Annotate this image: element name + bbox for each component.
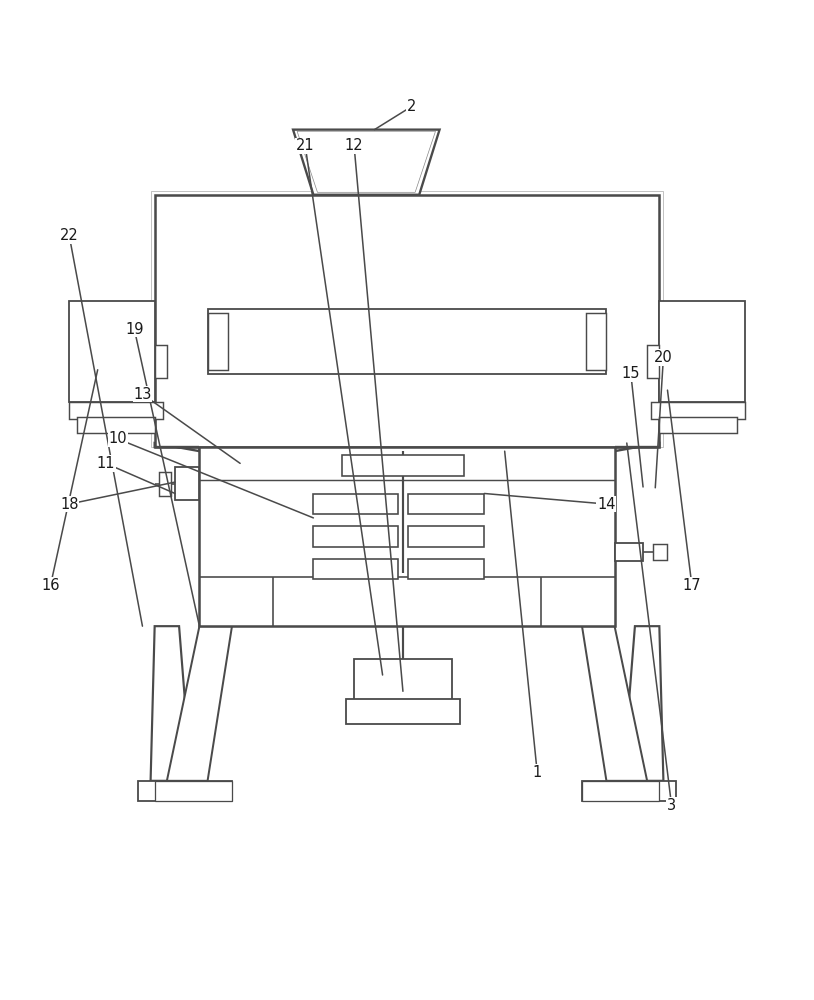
FancyBboxPatch shape [208, 309, 606, 374]
FancyBboxPatch shape [69, 301, 155, 402]
Text: 10: 10 [109, 431, 127, 446]
Text: 19: 19 [125, 322, 143, 337]
FancyBboxPatch shape [582, 781, 676, 801]
Text: 1: 1 [532, 765, 542, 780]
Text: 18: 18 [60, 497, 78, 512]
Text: 21: 21 [296, 138, 314, 153]
FancyBboxPatch shape [346, 699, 460, 724]
FancyBboxPatch shape [208, 313, 228, 370]
FancyBboxPatch shape [659, 417, 737, 433]
Text: 22: 22 [59, 228, 79, 243]
FancyBboxPatch shape [155, 195, 659, 447]
Text: 14: 14 [597, 497, 615, 512]
FancyBboxPatch shape [408, 526, 484, 547]
FancyBboxPatch shape [69, 402, 163, 419]
FancyBboxPatch shape [155, 345, 167, 378]
Polygon shape [155, 443, 199, 451]
Text: 3: 3 [667, 798, 676, 813]
FancyBboxPatch shape [653, 544, 667, 560]
FancyBboxPatch shape [651, 402, 745, 419]
FancyBboxPatch shape [77, 417, 155, 433]
Polygon shape [623, 626, 663, 781]
FancyBboxPatch shape [138, 781, 232, 801]
Text: 16: 16 [42, 578, 59, 593]
FancyBboxPatch shape [408, 494, 484, 514]
Text: 11: 11 [97, 456, 115, 471]
FancyBboxPatch shape [582, 781, 659, 801]
Polygon shape [293, 130, 440, 195]
FancyBboxPatch shape [313, 494, 398, 514]
Text: 12: 12 [345, 138, 363, 153]
FancyBboxPatch shape [586, 313, 606, 370]
Polygon shape [151, 626, 191, 781]
FancyBboxPatch shape [313, 526, 398, 547]
Text: 15: 15 [622, 366, 640, 381]
FancyBboxPatch shape [659, 301, 745, 402]
FancyBboxPatch shape [647, 345, 659, 378]
Polygon shape [167, 626, 232, 781]
FancyBboxPatch shape [155, 781, 232, 801]
Text: 17: 17 [683, 578, 701, 593]
FancyBboxPatch shape [354, 659, 452, 704]
FancyBboxPatch shape [175, 467, 199, 500]
FancyBboxPatch shape [615, 543, 643, 561]
Text: 2: 2 [406, 99, 416, 114]
Text: 13: 13 [133, 387, 151, 402]
FancyBboxPatch shape [408, 559, 484, 579]
Text: 20: 20 [654, 350, 673, 365]
Polygon shape [582, 626, 647, 781]
Polygon shape [615, 443, 659, 451]
FancyBboxPatch shape [342, 455, 464, 476]
FancyBboxPatch shape [159, 472, 171, 496]
FancyBboxPatch shape [313, 559, 398, 579]
FancyBboxPatch shape [199, 447, 615, 626]
